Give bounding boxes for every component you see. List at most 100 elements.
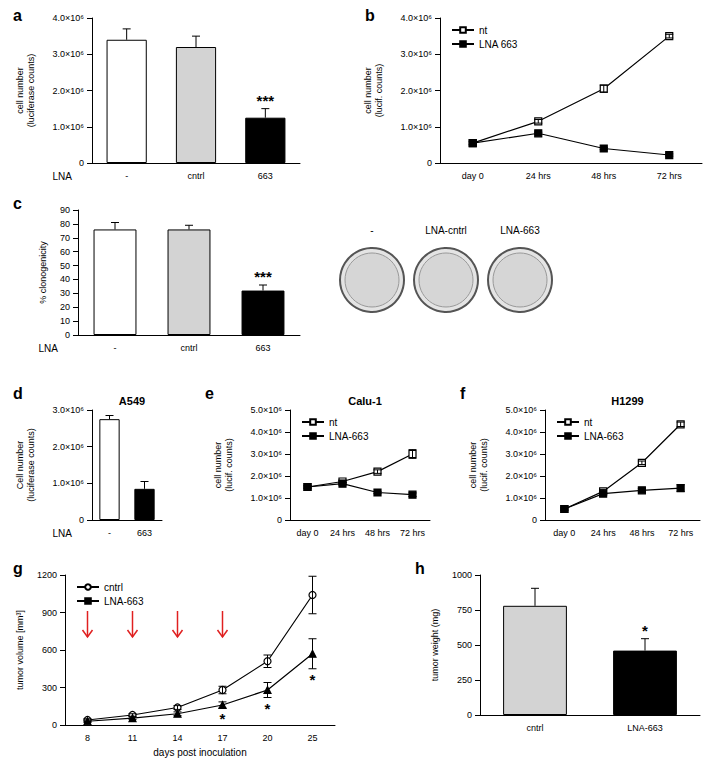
svg-text:1200: 1200 — [37, 570, 57, 580]
svg-text:1.0×10⁶: 1.0×10⁶ — [53, 478, 85, 488]
svg-text:cell number: cell number — [363, 67, 373, 114]
svg-text:cntrl: cntrl — [187, 171, 204, 181]
svg-text:10: 10 — [60, 316, 70, 326]
svg-text:h: h — [415, 560, 425, 577]
svg-text:LNA-663: LNA-663 — [500, 225, 540, 236]
svg-text:0: 0 — [52, 720, 57, 730]
svg-text:11: 11 — [128, 733, 137, 743]
svg-text:cntrl: cntrl — [526, 723, 543, 733]
svg-text:***: *** — [254, 268, 272, 285]
svg-text:(luciferase counts): (luciferase counts) — [26, 428, 36, 502]
svg-text:(lucif. counts): (lucif. counts) — [479, 438, 489, 492]
svg-text:c: c — [13, 195, 22, 212]
svg-text:% clonogenicity: % clonogenicity — [38, 241, 48, 304]
svg-text:LNA: LNA — [39, 343, 59, 354]
svg-text:***: *** — [257, 92, 275, 109]
svg-text:3.0×10⁶: 3.0×10⁶ — [251, 449, 283, 459]
svg-text:-: - — [370, 225, 373, 236]
svg-text:tumor weight (mg): tumor weight (mg) — [430, 609, 440, 682]
svg-text:cell number: cell number — [213, 442, 223, 489]
svg-text:72 hrs: 72 hrs — [657, 171, 683, 181]
svg-text:H1299: H1299 — [611, 395, 643, 407]
svg-text:20: 20 — [60, 302, 70, 312]
svg-text:24 hrs: 24 hrs — [330, 528, 356, 538]
svg-text:LNA-663: LNA-663 — [329, 431, 369, 442]
svg-text:1.0×10⁶: 1.0×10⁶ — [251, 493, 283, 503]
svg-text:3.0×10⁶: 3.0×10⁶ — [53, 49, 85, 59]
svg-text:LNA-663: LNA-663 — [627, 723, 663, 733]
svg-text:30: 30 — [60, 288, 70, 298]
svg-text:2.0×10⁶: 2.0×10⁶ — [251, 471, 283, 481]
svg-text:4.0×10⁶: 4.0×10⁶ — [251, 427, 283, 437]
svg-text:0: 0 — [65, 330, 70, 340]
svg-text:14: 14 — [172, 733, 182, 743]
svg-text:-: - — [125, 171, 128, 181]
svg-text:50: 50 — [60, 261, 70, 271]
svg-text:60: 60 — [60, 247, 70, 257]
svg-text:1.0×10⁶: 1.0×10⁶ — [506, 493, 538, 503]
svg-text:LNA-663: LNA-663 — [104, 596, 144, 607]
svg-text:0: 0 — [467, 710, 472, 720]
svg-text:A549: A549 — [119, 395, 145, 407]
svg-text:nt: nt — [329, 417, 338, 428]
svg-text:72 hrs: 72 hrs — [400, 528, 426, 538]
svg-text:LNA: LNA — [53, 528, 73, 539]
svg-text:0: 0 — [79, 515, 84, 525]
svg-text:LNA: LNA — [53, 171, 73, 182]
svg-text:(luciferase counts): (luciferase counts) — [26, 54, 36, 128]
svg-text:*: * — [310, 671, 316, 688]
svg-text:2.0×10⁶: 2.0×10⁶ — [53, 86, 85, 96]
svg-text:a: a — [13, 7, 22, 24]
svg-text:-: - — [114, 343, 117, 353]
svg-text:5.0×10⁶: 5.0×10⁶ — [251, 405, 283, 415]
svg-text:g: g — [13, 560, 23, 577]
svg-text:Calu-1: Calu-1 — [348, 395, 382, 407]
svg-text:24 hrs: 24 hrs — [526, 171, 552, 181]
svg-text:1.0×10⁶: 1.0×10⁶ — [53, 122, 85, 132]
svg-text:1.0×10⁶: 1.0×10⁶ — [401, 122, 433, 132]
svg-text:cntrl: cntrl — [180, 343, 197, 353]
svg-text:663: 663 — [137, 528, 152, 538]
svg-text:20: 20 — [262, 733, 272, 743]
svg-text:nt: nt — [479, 25, 488, 36]
svg-text:day 0: day 0 — [553, 528, 575, 538]
svg-text:500: 500 — [457, 640, 472, 650]
svg-text:300: 300 — [42, 683, 57, 693]
svg-text:nt: nt — [584, 417, 593, 428]
svg-text:(lucif. counts): (lucif. counts) — [374, 64, 384, 118]
svg-text:48 hrs: 48 hrs — [365, 528, 391, 538]
svg-text:Cell number: Cell number — [15, 441, 25, 490]
svg-text:0: 0 — [427, 158, 432, 168]
svg-text:4.0×10⁶: 4.0×10⁶ — [506, 427, 538, 437]
svg-text:-: - — [108, 528, 111, 538]
svg-text:80: 80 — [60, 219, 70, 229]
svg-text:LNA-663: LNA-663 — [584, 431, 624, 442]
svg-text:750: 750 — [457, 605, 472, 615]
svg-text:70: 70 — [60, 233, 70, 243]
svg-text:600: 600 — [42, 645, 57, 655]
svg-text:900: 900 — [42, 608, 57, 618]
svg-text:8: 8 — [85, 733, 90, 743]
svg-text:48 hrs: 48 hrs — [591, 171, 617, 181]
svg-text:1000: 1000 — [452, 570, 472, 580]
svg-text:tumor volume [mm³]: tumor volume [mm³] — [15, 610, 25, 690]
svg-text:d: d — [13, 385, 23, 402]
svg-text:*: * — [220, 710, 226, 727]
svg-text:0: 0 — [532, 515, 537, 525]
svg-text:cell number: cell number — [468, 442, 478, 489]
svg-text:LNA-cntrl: LNA-cntrl — [425, 225, 467, 236]
svg-text:663: 663 — [258, 171, 273, 181]
svg-text:5.0×10⁶: 5.0×10⁶ — [506, 405, 538, 415]
svg-text:2.0×10⁶: 2.0×10⁶ — [506, 471, 538, 481]
svg-text:*: * — [642, 622, 648, 639]
svg-text:b: b — [365, 7, 375, 24]
svg-text:72 hrs: 72 hrs — [668, 528, 694, 538]
svg-text:40: 40 — [60, 274, 70, 284]
svg-text:(lucif. counts): (lucif. counts) — [224, 438, 234, 492]
svg-text:3.0×10⁶: 3.0×10⁶ — [53, 405, 85, 415]
svg-text:day 0: day 0 — [462, 171, 484, 181]
svg-text:24 hrs: 24 hrs — [591, 528, 617, 538]
svg-text:250: 250 — [457, 675, 472, 685]
svg-text:3.0×10⁶: 3.0×10⁶ — [506, 449, 538, 459]
svg-text:e: e — [205, 385, 214, 402]
